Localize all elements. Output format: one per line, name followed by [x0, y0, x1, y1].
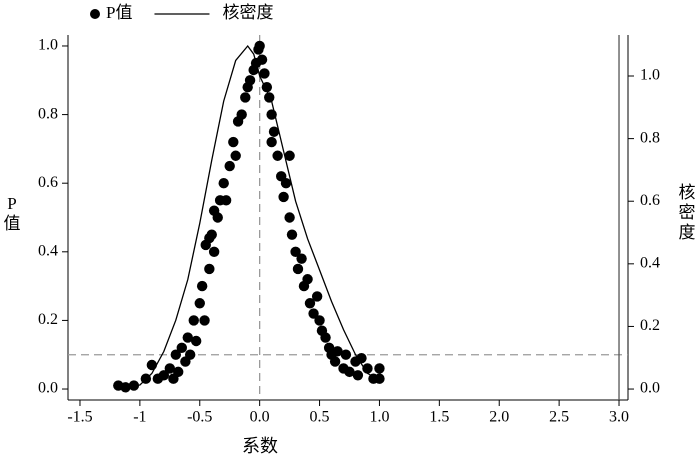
x-axis-title: 系数: [242, 436, 278, 456]
x-tick-label: 2.5: [549, 409, 569, 426]
scatter-point: [284, 212, 295, 223]
y2-tick-label: 0.6: [640, 192, 660, 209]
scatter-point: [292, 263, 304, 275]
scatter-point: [278, 191, 289, 203]
scatter-point: [352, 370, 364, 381]
scatter-point: [194, 298, 205, 309]
y-tick-label: 0.2: [38, 311, 58, 328]
y2-tick-label: 0.4: [640, 255, 660, 272]
y-tick-label: 0.8: [38, 105, 58, 122]
y2-axis-title: 核密度: [678, 183, 696, 242]
y-tick-label: 0.0: [38, 380, 58, 397]
scatter-point: [228, 136, 239, 148]
scatter-point: [120, 382, 131, 393]
scatter-point: [182, 332, 193, 343]
y-tick-label: 0.4: [38, 242, 58, 259]
legend-marker: [90, 9, 100, 19]
x-tick-label: -1.5: [67, 409, 92, 426]
scatter-point: [158, 370, 170, 381]
scatter-point: [308, 308, 319, 319]
scatter-point: [320, 332, 331, 343]
scatter-point: [176, 342, 187, 354]
scatter-point: [362, 363, 373, 374]
scatter-point: [311, 291, 323, 302]
scatter-point: [244, 75, 256, 86]
x-tick-label: 1.0: [369, 409, 389, 426]
scatter-point: [268, 126, 280, 137]
y2-tick-label: 0.2: [640, 317, 660, 334]
legend-label: 核密度: [222, 3, 273, 22]
scatter-point: [199, 315, 210, 326]
scatter-point: [184, 349, 196, 360]
y-tick-label: 0.6: [38, 174, 58, 191]
scatter-point: [284, 150, 295, 161]
scatter-point: [188, 315, 199, 326]
legend-label: P值: [106, 3, 132, 22]
y2-tick-label: 0.8: [640, 129, 660, 146]
scatter-point: [240, 92, 251, 103]
scatter-point: [329, 356, 341, 367]
scatter-point: [256, 54, 268, 65]
scatter-point: [304, 298, 316, 309]
scatter-point: [259, 68, 270, 79]
scatter-point: [224, 160, 235, 172]
y2-tick-label: 1.0: [640, 67, 660, 84]
x-tick-label: 0.0: [250, 409, 270, 426]
scatter-point: [206, 229, 217, 240]
density-line: [127, 44, 380, 387]
x-tick-label: -0.5: [187, 409, 212, 426]
scatter-point: [208, 246, 220, 258]
x-tick-label: 3.0: [609, 409, 629, 426]
scatter-point: [173, 366, 184, 378]
scatter-point: [374, 363, 385, 374]
scatter-point: [266, 136, 277, 148]
y-axis-title: P值: [3, 194, 21, 233]
scatter-point: [196, 280, 208, 292]
scatter-point: [190, 335, 202, 347]
scatter-point: [290, 246, 301, 258]
scatter-point: [170, 349, 182, 360]
x-tick-label: 0.5: [310, 409, 330, 426]
y2-tick-label: 0.0: [640, 380, 660, 397]
scatter-point: [146, 359, 158, 371]
scatter-point: [332, 346, 343, 357]
scatter-point: [272, 150, 283, 161]
scatter-point: [220, 195, 232, 206]
scatter-point: [344, 366, 355, 378]
y-tick-label: 1.0: [38, 37, 58, 54]
x-tick-label: 1.5: [429, 409, 449, 426]
scatter-point: [296, 253, 307, 264]
scatter-point: [254, 40, 265, 52]
x-tick-label: 2.0: [489, 409, 509, 426]
scatter-point: [302, 274, 313, 285]
scatter-point: [314, 315, 325, 326]
scatter-point: [230, 150, 241, 161]
scatter-point: [164, 363, 176, 374]
x-tick-label: -1: [133, 409, 146, 426]
scatter-point: [374, 373, 385, 384]
scatter-point: [212, 212, 223, 223]
scatter-point: [236, 109, 247, 120]
scatter-point: [340, 349, 352, 360]
scatter-point: [280, 177, 292, 189]
scatter-point: [218, 177, 229, 189]
scatter-point: [204, 263, 215, 275]
scatter-point: [286, 229, 298, 240]
